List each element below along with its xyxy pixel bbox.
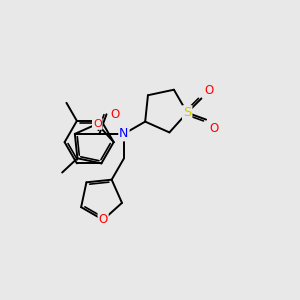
Text: O: O [204,83,214,97]
Text: O: O [98,213,108,226]
Text: O: O [209,122,218,134]
Text: O: O [93,119,102,129]
Text: N: N [119,128,129,140]
Text: S: S [183,106,191,119]
Text: O: O [110,108,120,121]
